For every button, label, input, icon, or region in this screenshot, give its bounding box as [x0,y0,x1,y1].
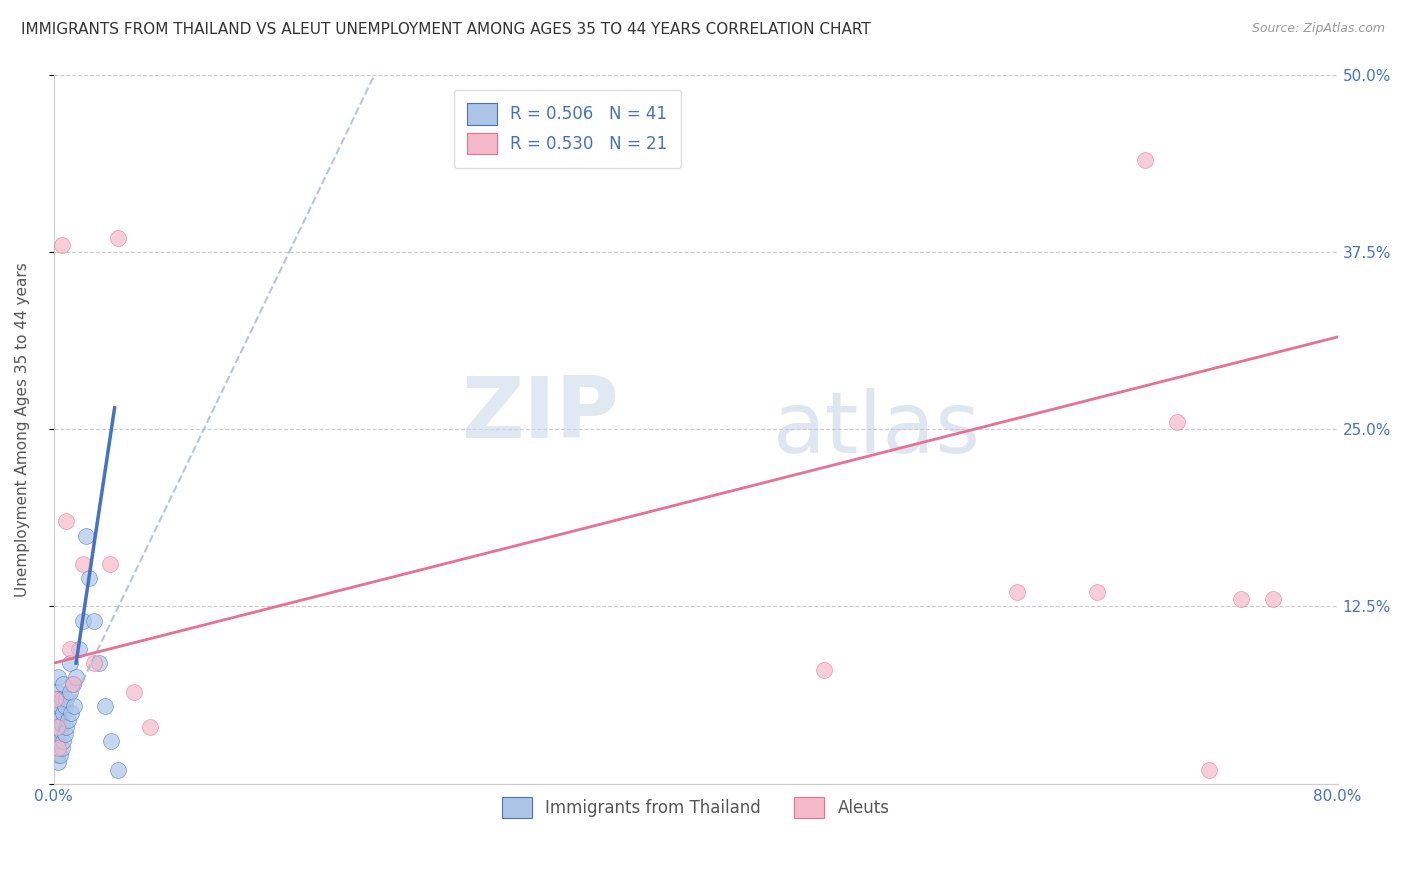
Text: IMMIGRANTS FROM THAILAND VS ALEUT UNEMPLOYMENT AMONG AGES 35 TO 44 YEARS CORRELA: IMMIGRANTS FROM THAILAND VS ALEUT UNEMPL… [21,22,870,37]
Point [59,642,82,657]
Point [139,720,162,734]
Text: ZIP: ZIP [461,374,619,457]
Point [75,528,97,542]
Point [44,741,66,756]
Point [100,734,122,748]
Point [45,748,67,763]
Point [77,571,100,585]
Point [45,684,67,698]
Point [52,706,75,720]
Point [51,691,73,706]
Point [62,677,84,691]
Point [59,684,82,698]
Point [59,656,82,670]
Point [67,642,90,657]
Point [1198,763,1220,777]
Point [1166,415,1188,429]
Point [55,691,77,706]
Point [56,713,79,727]
Point [45,727,67,741]
Point [48,713,70,727]
Point [87,656,110,670]
Point [72,614,94,628]
Point [45,720,67,734]
Point [51,717,73,731]
Point [55,514,77,528]
Point [45,706,67,720]
Point [122,684,145,698]
Point [107,230,129,244]
Point [53,698,76,713]
Point [53,727,76,741]
Point [48,670,70,684]
Point [60,706,83,720]
Point [1005,585,1028,599]
Point [52,734,75,748]
Point [98,557,121,571]
Point [44,698,66,713]
Point [44,691,66,706]
Point [72,557,94,571]
Point [55,720,77,734]
Legend: Immigrants from Thailand, Aleuts: Immigrants from Thailand, Aleuts [495,790,896,825]
Point [65,670,87,684]
Point [49,723,72,737]
Text: Source: ZipAtlas.com: Source: ZipAtlas.com [1251,22,1385,36]
Text: atlas: atlas [773,388,980,471]
Point [52,677,75,691]
Point [48,734,70,748]
Point [49,698,72,713]
Y-axis label: Unemployment Among Ages 35 to 44 years: Unemployment Among Ages 35 to 44 years [15,261,30,597]
Point [83,614,105,628]
Point [48,741,70,756]
Point [83,656,105,670]
Point [62,677,84,691]
Point [813,663,835,677]
Point [1085,585,1108,599]
Point [49,748,72,763]
Point [48,756,70,770]
Point [51,741,73,756]
Point [51,237,73,252]
Point [44,720,66,734]
Point [1263,592,1285,607]
Point [48,691,70,706]
Point [107,763,129,777]
Point [63,698,86,713]
Point [1133,153,1156,167]
Point [1230,592,1253,607]
Point [94,698,117,713]
